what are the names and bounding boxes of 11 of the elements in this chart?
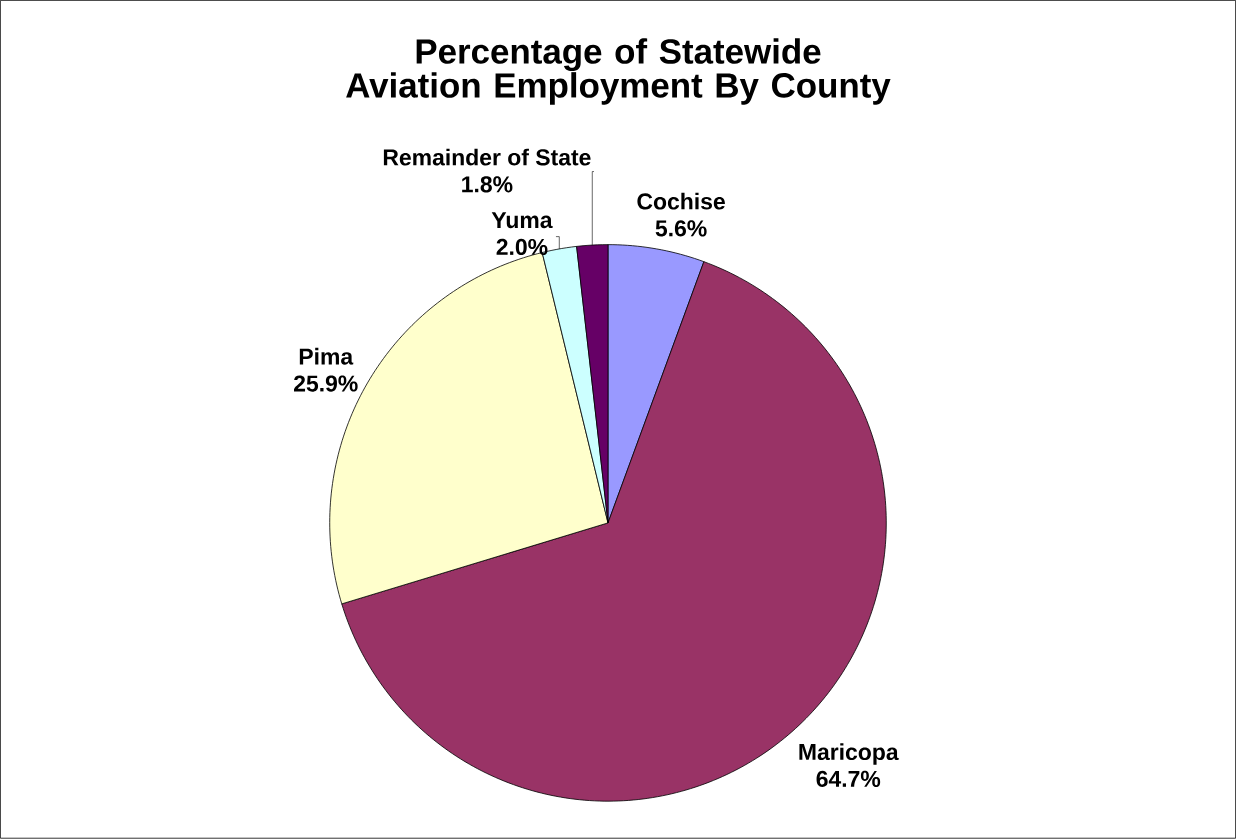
slice-label: Remainder of State	[383, 148, 591, 166]
slice-label: Maricopa	[799, 743, 899, 765]
data-label: 25.9%	[294, 375, 358, 392]
data-label: 2.0%	[496, 239, 548, 256]
data-label: 1.8%	[462, 176, 513, 193]
slice-label: Pima	[299, 348, 354, 365]
data-label: 64.7%	[816, 770, 881, 788]
chart-title: Percentage of Statewide Aviation Employment By County	[346, 38, 891, 105]
data-label: 5.6%	[655, 220, 707, 237]
slice-label: Cochise	[637, 192, 725, 210]
slice-label: Yuma	[491, 212, 553, 229]
